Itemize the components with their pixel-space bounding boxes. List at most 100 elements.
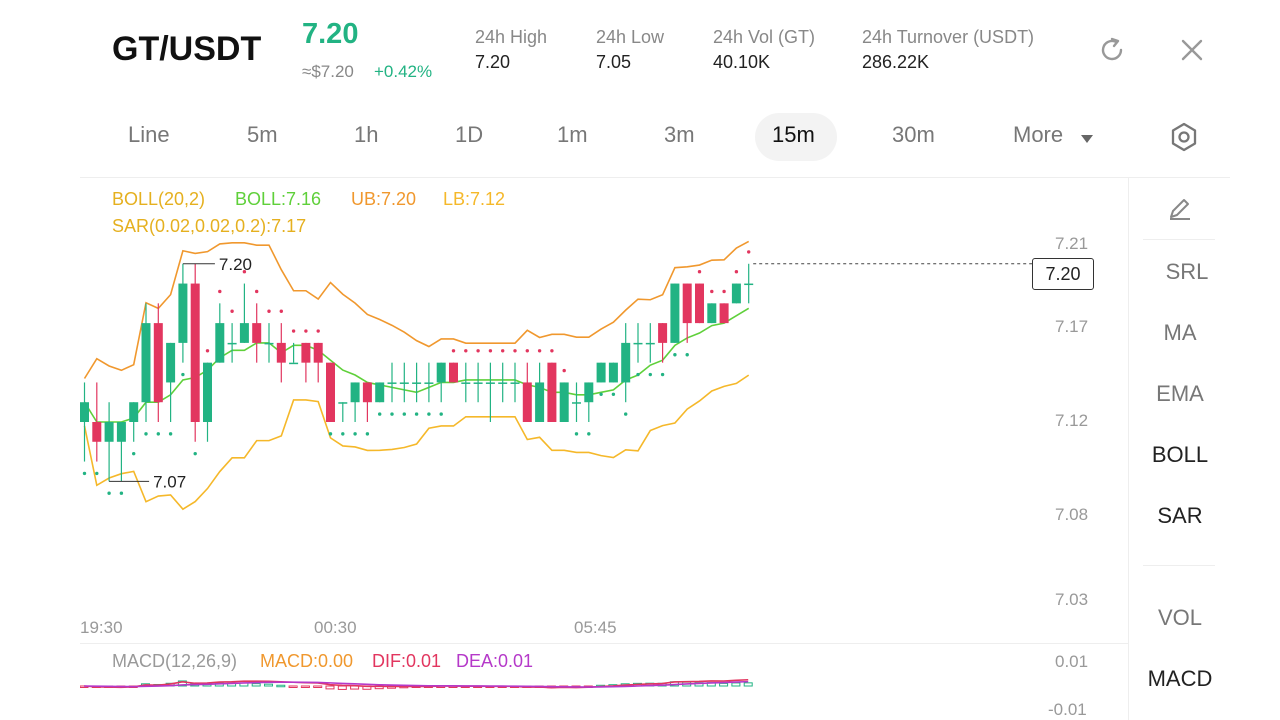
candle-body	[682, 283, 692, 324]
macd-chart[interactable]	[80, 650, 860, 716]
sidebar-vol[interactable]: VOL	[1157, 605, 1203, 630]
macd-bar	[313, 685, 323, 688]
sar-dot	[205, 349, 210, 353]
tab-more[interactable]: More	[1013, 122, 1064, 147]
sar-dot	[341, 432, 345, 436]
macd-bar	[719, 682, 729, 687]
divider	[1143, 565, 1215, 566]
sar-dot	[747, 250, 751, 254]
sidebar-macd[interactable]: MACD	[1147, 666, 1213, 691]
tab-15m-bg	[755, 113, 837, 161]
macd-y-tick: 0.01	[1055, 652, 1089, 671]
sar-dot	[255, 289, 259, 294]
tab-1d[interactable]: 1D	[455, 122, 484, 147]
tab-15m[interactable]: 15m	[772, 122, 815, 147]
x-tick: 05:45	[574, 618, 617, 637]
sar-dot	[82, 471, 87, 476]
macd-bar	[337, 685, 347, 690]
last-price-tag: 7.20	[1032, 258, 1094, 290]
stat-turnover-label: 24h Turnover (USDT)	[862, 27, 1035, 47]
candle-body	[326, 362, 335, 422]
candle-body	[559, 382, 569, 422]
pencil-icon[interactable]	[1166, 194, 1194, 227]
sar-dot	[624, 412, 628, 416]
stat-vol-value: 40.10K	[713, 52, 771, 72]
tab-3m[interactable]: 3m	[664, 122, 695, 147]
sidebar-sar[interactable]: SAR	[1157, 503, 1203, 528]
candle-body	[92, 422, 102, 442]
candle-body	[227, 342, 237, 345]
macd-bar	[325, 685, 335, 690]
macd-bar	[731, 682, 741, 687]
tab-1h[interactable]: 1h	[354, 122, 379, 147]
sidebar-ma[interactable]: MA	[1163, 320, 1197, 345]
sar-dot	[427, 412, 431, 416]
macd-bar	[300, 685, 310, 688]
sar-dot	[673, 353, 677, 357]
candle-body	[412, 382, 422, 384]
sar-dot	[181, 372, 185, 377]
tab-line[interactable]: Line	[128, 122, 170, 147]
boll-lower-line	[83, 374, 750, 511]
candle-body	[449, 362, 458, 383]
candle-body	[215, 323, 225, 363]
sar-dot	[525, 349, 529, 353]
candle-body	[707, 303, 717, 324]
candle-body	[510, 382, 520, 384]
macd-y-tick: -0.01	[1048, 700, 1087, 719]
macd-bar	[743, 682, 753, 687]
tab-5m[interactable]: 5m	[247, 122, 278, 147]
chevron-down-icon[interactable]	[1080, 131, 1094, 149]
candle-body	[535, 382, 545, 422]
sar-dot	[562, 368, 566, 373]
stat-high-value: 7.20	[475, 52, 511, 72]
tab-1m[interactable]: 1m	[557, 122, 588, 147]
candle-body	[338, 402, 348, 404]
sar-dot	[378, 412, 382, 416]
sar-dot	[537, 349, 542, 353]
y-tick: 7.17	[1055, 317, 1089, 336]
candle-body	[596, 362, 606, 383]
tab-30m[interactable]: 30m	[892, 122, 935, 147]
candle-body	[129, 402, 139, 422]
sar-dot	[574, 432, 579, 436]
candle-body	[350, 382, 360, 403]
divider	[1128, 177, 1129, 720]
sar-dot	[599, 392, 603, 397]
candle-body	[621, 342, 631, 383]
candle-body	[695, 283, 704, 324]
candle-body	[633, 342, 643, 345]
candlestick-chart[interactable]: 7.20 7.07	[80, 230, 1120, 620]
dif-value: DIF:0.01	[372, 651, 442, 671]
candle-body	[166, 342, 176, 383]
sidebar-srl[interactable]: SRL	[1165, 259, 1209, 284]
candle-body	[375, 382, 385, 403]
sar-dot	[648, 372, 652, 377]
sar-dot	[193, 451, 197, 456]
candle-body	[719, 303, 729, 324]
sar-dot	[414, 412, 419, 416]
sar-dot	[488, 349, 493, 353]
x-tick: 19:30	[80, 618, 123, 637]
sar-dot	[636, 372, 640, 377]
sar-dot	[710, 289, 714, 294]
sar-dot	[513, 349, 517, 353]
sar-dot	[439, 412, 443, 416]
dif-line	[83, 678, 749, 689]
sar-dot	[107, 491, 111, 495]
close-icon[interactable]	[1177, 35, 1207, 65]
sar-dot	[734, 269, 739, 274]
sidebar-boll[interactable]: BOLL	[1151, 442, 1209, 467]
candle-body	[645, 342, 655, 345]
stat-vol-label: 24h Vol (GT)	[713, 27, 816, 47]
price-change: +0.42%	[374, 62, 433, 81]
sar-dot	[279, 309, 283, 313]
sar-dot	[722, 289, 726, 294]
divider	[1143, 239, 1215, 240]
x-tick: 00:30	[314, 618, 357, 637]
settings-icon[interactable]	[1168, 121, 1200, 158]
refresh-icon[interactable]	[1097, 35, 1127, 65]
candle-body	[658, 323, 668, 343]
divider	[80, 177, 1230, 178]
sidebar-ema[interactable]: EMA	[1156, 381, 1204, 406]
